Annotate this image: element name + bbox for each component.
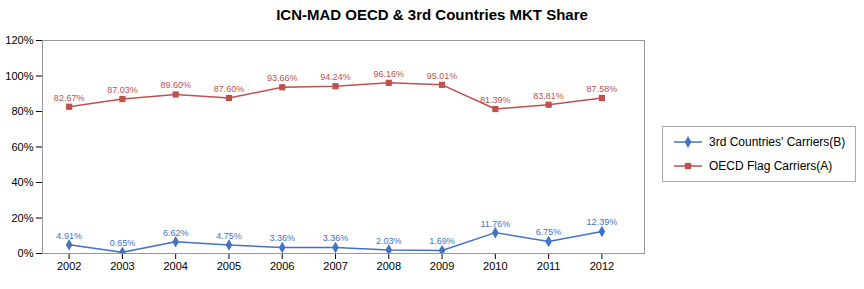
- svg-text:60%: 60%: [11, 141, 33, 153]
- svg-text:81.39%: 81.39%: [480, 95, 511, 105]
- svg-text:87.58%: 87.58%: [587, 84, 618, 94]
- svg-text:4.91%: 4.91%: [56, 231, 82, 241]
- svg-text:83.81%: 83.81%: [533, 91, 564, 101]
- svg-text:82.67%: 82.67%: [54, 93, 85, 103]
- svg-text:2010: 2010: [483, 260, 507, 272]
- svg-text:2007: 2007: [323, 260, 347, 272]
- svg-text:2004: 2004: [163, 260, 187, 272]
- svg-text:2008: 2008: [377, 260, 401, 272]
- svg-text:100%: 100%: [5, 70, 33, 82]
- svg-text:95.01%: 95.01%: [427, 71, 458, 81]
- svg-text:12.39%: 12.39%: [587, 217, 618, 227]
- svg-text:2006: 2006: [270, 260, 294, 272]
- svg-text:0.65%: 0.65%: [110, 238, 136, 248]
- svg-text:2002: 2002: [57, 260, 81, 272]
- svg-text:3.36%: 3.36%: [323, 233, 349, 243]
- svg-text:6.75%: 6.75%: [536, 227, 562, 237]
- svg-text:6.62%: 6.62%: [163, 228, 189, 238]
- svg-text:87.60%: 87.60%: [214, 84, 245, 94]
- svg-text:2009: 2009: [430, 260, 454, 272]
- svg-text:2011: 2011: [537, 260, 561, 272]
- svg-text:3.36%: 3.36%: [269, 233, 295, 243]
- svg-text:40%: 40%: [11, 176, 33, 188]
- svg-text:87.03%: 87.03%: [107, 85, 138, 95]
- svg-text:2005: 2005: [217, 260, 241, 272]
- html-text:OECD Flag Carriers(A): OECD Flag Carriers(A): [709, 158, 833, 173]
- svg-text:20%: 20%: [11, 212, 33, 224]
- svg-text:120%: 120%: [5, 34, 33, 46]
- svg-text:1.69%: 1.69%: [429, 236, 455, 246]
- svg-text:96.16%: 96.16%: [374, 69, 405, 79]
- svg-text:89.60%: 89.60%: [160, 80, 191, 90]
- svg-text:11.76%: 11.76%: [480, 219, 510, 229]
- svg-text:93.66%: 93.66%: [267, 73, 298, 83]
- svg-text:94.24%: 94.24%: [320, 72, 351, 82]
- svg-text:2012: 2012: [590, 260, 614, 272]
- html-text:3rd Countries' Carriers(B): 3rd Countries' Carriers(B): [709, 134, 846, 149]
- svg-text:2.03%: 2.03%: [376, 236, 402, 246]
- svg-text:4.75%: 4.75%: [216, 231, 242, 241]
- html-text:ICN-MAD OECD & 3rd Countries M: ICN-MAD OECD & 3rd Countries MKT Share: [276, 6, 588, 23]
- svg-text:0%: 0%: [18, 247, 34, 259]
- svg-text:2003: 2003: [110, 260, 134, 272]
- svg-text:80%: 80%: [11, 105, 33, 117]
